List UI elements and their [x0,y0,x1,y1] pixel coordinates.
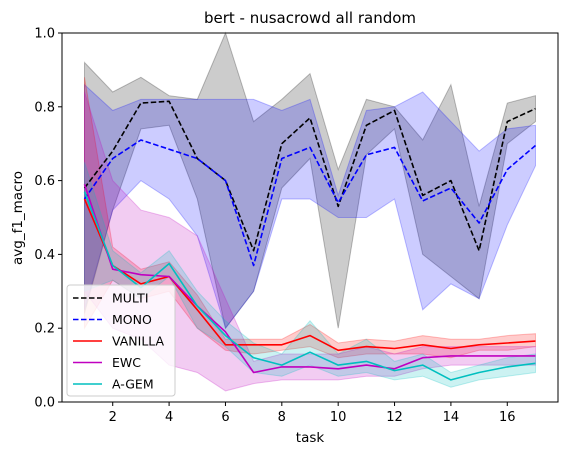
legend-box [66,284,176,397]
band-ewc [84,91,536,392]
series-lines [83,100,537,381]
x-tick-label: 10 [330,410,347,425]
y-tick-label: 0.2 [34,322,55,337]
series-line-multi [83,100,536,252]
y-axis-ticks: 0.0 0.2 0.4 0.6 0.8 1.0 [34,27,62,411]
x-axis-label: task [296,430,325,446]
plot-area-frame [61,32,559,403]
series-line-vanilla [83,198,536,352]
x-tick-label: 16 [499,410,516,425]
band-mono [84,83,536,330]
y-axis-label: avg_f1_macro [10,171,26,265]
legend-label-a-gem: A-GEM [112,377,154,392]
series-line-ewc [83,184,536,374]
series-line-mono [83,139,537,267]
legend-label-mono: MONO [112,312,152,327]
legend-label-ewc: EWC [112,355,141,370]
x-tick-label: 2 [109,410,117,425]
x-axis-ticks: 2 4 6 8 10 12 14 16 [109,402,516,425]
y-tick-label: 1.0 [34,27,55,42]
y-tick-label: 0.8 [34,100,55,115]
y-tick-label: 0.4 [34,248,55,263]
band-vanilla [84,77,536,359]
chart-title: bert - nusacrowd all random [204,9,416,27]
confidence-bands [84,31,536,392]
x-tick-label: 4 [165,410,173,425]
legend: MULTI MONO VANILLA EWC A-GEM [66,284,176,397]
legend-label-vanilla: VANILLA [112,334,165,349]
legend-label-multi: MULTI [112,291,149,306]
series-line-a-gem [83,191,536,381]
band-multi [84,31,536,330]
y-tick-label: 0.0 [34,396,55,411]
x-tick-label: 6 [221,410,229,425]
band-a-gem [84,162,536,388]
x-tick-label: 8 [278,410,286,425]
x-tick-label: 14 [443,410,460,425]
y-tick-label: 0.6 [34,174,55,189]
x-tick-label: 12 [386,410,403,425]
